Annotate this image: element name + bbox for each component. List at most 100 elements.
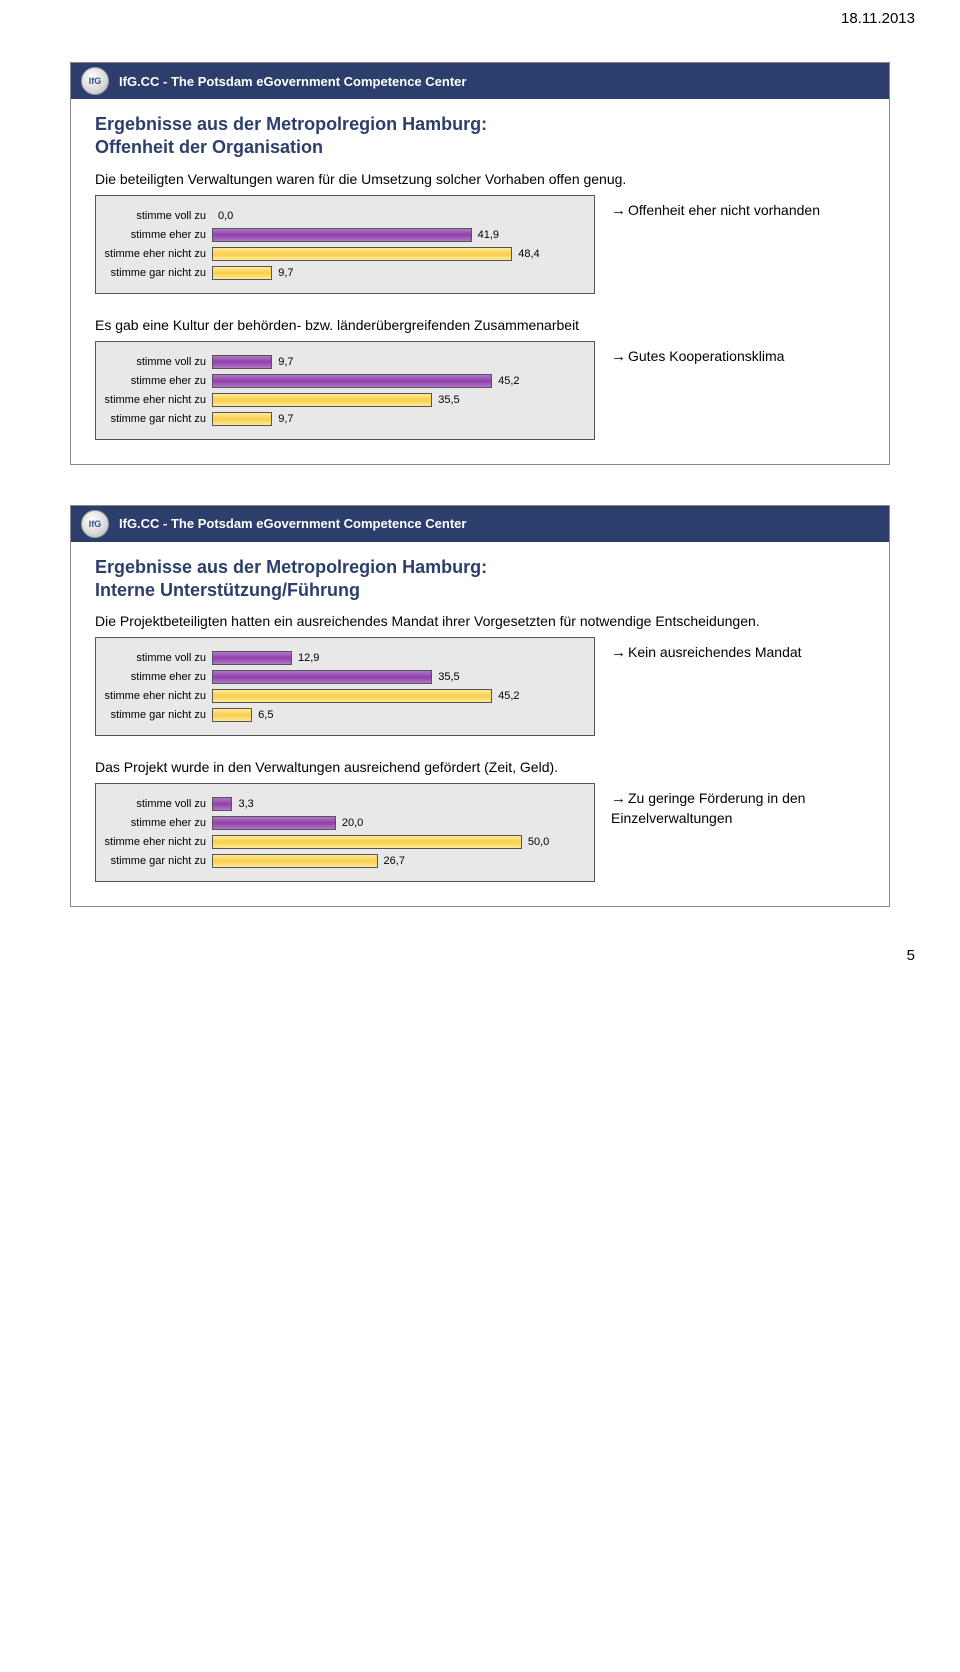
chart-row-2: stimme voll zu 9,7 stimme eher zu45,2 stimm…	[95, 341, 865, 440]
annotation-text: Offenheit eher nicht vorhanden	[628, 202, 820, 218]
slide-header: IfG IfG.CC - The Potsdam eGovernment Com…	[71, 506, 889, 542]
bar-value: 26,7	[380, 854, 405, 868]
bar-chart: stimme voll zu3,3 stimme eher zu20,0 stimm…	[95, 783, 595, 882]
bar-track: 35,5	[212, 393, 584, 407]
title-line-1: Ergebnisse aus der Metropolregion Hambur…	[95, 557, 487, 577]
title-line-2: Interne Unterstützung/Führung	[95, 580, 360, 600]
bar-track: 26,7	[212, 854, 584, 868]
annotation-text: Gutes Kooperationsklima	[628, 348, 784, 364]
bar-row: stimme eher zu45,2	[102, 374, 584, 388]
bar-value: 35,5	[434, 393, 459, 407]
bar-value: 6,5	[254, 708, 273, 722]
chart-row-2: stimme voll zu3,3 stimme eher zu20,0 stimm…	[95, 783, 865, 882]
bar-label: stimme voll zu	[102, 798, 212, 810]
bar-row: stimme voll zu 9,7	[102, 355, 584, 369]
bar-row: stimme eher zu 41,9	[102, 228, 584, 242]
bar-row: stimme gar nicht zu9,7	[102, 266, 584, 280]
bar-label: stimme eher zu	[102, 671, 212, 683]
prompt-text-2: Das Projekt wurde in den Verwaltungen au…	[95, 758, 865, 777]
bar-label: stimme gar nicht zu	[102, 413, 212, 425]
logo-icon: IfG	[81, 510, 109, 538]
bar-row: stimme gar nicht zu 26,7	[102, 854, 584, 868]
annotation-2: →Zu geringe Förderung in den Einzelverwa…	[611, 783, 865, 828]
bar-track: 35,5	[212, 670, 584, 684]
bar-fill	[212, 670, 432, 684]
bar-value: 50,0	[524, 835, 549, 849]
bar-value: 20,0	[338, 816, 363, 830]
bar-track: 48,4	[212, 247, 584, 261]
bar-fill	[212, 412, 272, 426]
bar-label: stimme eher nicht zu	[102, 248, 212, 260]
bar-track: 20,0	[212, 816, 584, 830]
bar-fill	[212, 651, 292, 665]
bar-fill	[212, 797, 232, 811]
title-line-2: Offenheit der Organisation	[95, 137, 323, 157]
annotation-text: Zu geringe Förderung in den Einzelverwal…	[611, 790, 805, 826]
annotation-1: →Kein ausreichendes Mandat	[611, 637, 802, 663]
bar-fill	[212, 393, 432, 407]
bar-track: 6,5	[212, 708, 584, 722]
prompt-text-1: Die Projektbeteiligten hatten ein ausrei…	[95, 612, 865, 631]
bar-fill	[212, 355, 272, 369]
annotation-1: →Offenheit eher nicht vorhanden	[611, 195, 820, 221]
sub-section: Es gab eine Kultur der behörden- bzw. lä…	[95, 316, 865, 440]
bar-value: 0,0	[214, 209, 233, 223]
arrow-icon: →	[611, 202, 626, 219]
bar-label: stimme eher zu	[102, 229, 212, 241]
bar-track: 45,2	[212, 689, 584, 703]
bar-label: stimme eher nicht zu	[102, 394, 212, 406]
bar-chart: stimme voll zu 9,7 stimme eher zu45,2 stimm…	[95, 341, 595, 440]
bar-value: 9,7	[274, 355, 293, 369]
chart-row-1: stimme voll zu0,0stimme eher zu41,9stimm…	[95, 195, 865, 294]
bar-label: stimme gar nicht zu	[102, 709, 212, 721]
bar-row: stimme eher zu20,0	[102, 816, 584, 830]
bar-track: 9,7	[212, 412, 584, 426]
slide-header: IfG IfG.CC - The Potsdam eGovernment Com…	[71, 63, 889, 99]
bar-value: 41,9	[474, 228, 499, 242]
slide-body: Ergebnisse aus der Metropolregion Hambur…	[71, 542, 889, 907]
bar-value: 12,9	[294, 651, 319, 665]
bar-value: 45,2	[494, 689, 519, 703]
bar-row: stimme eher zu35,5	[102, 670, 584, 684]
bar-value: 45,2	[494, 374, 519, 388]
bar-value: 48,4	[514, 247, 539, 261]
bar-row: stimme voll zu3,3	[102, 797, 584, 811]
bar-fill	[212, 689, 492, 703]
bar-track: 50,0	[212, 835, 584, 849]
slide-title: Ergebnisse aus der Metropolregion Hambur…	[95, 556, 865, 603]
bar-value: 9,7	[274, 412, 293, 426]
bar-track: 45,2	[212, 374, 584, 388]
bar-track: 0,0	[212, 209, 584, 223]
header-text: IfG.CC - The Potsdam eGovernment Compete…	[119, 516, 466, 531]
page-number: 5	[0, 947, 960, 984]
bar-chart: stimme voll zu12,9stimme eher zu35,5stim…	[95, 637, 595, 736]
chart-row-1: stimme voll zu12,9stimme eher zu35,5stim…	[95, 637, 865, 736]
bar-row: stimme eher nicht zu 45,2	[102, 689, 584, 703]
bar-label: stimme eher nicht zu	[102, 690, 212, 702]
bar-fill	[212, 228, 472, 242]
arrow-icon: →	[611, 348, 626, 365]
bar-label: stimme gar nicht zu	[102, 855, 212, 867]
bar-label: stimme voll zu	[102, 356, 212, 368]
bar-track: 41,9	[212, 228, 584, 242]
arrow-icon: →	[611, 644, 626, 661]
prompt-text-2: Es gab eine Kultur der behörden- bzw. lä…	[95, 316, 865, 335]
bar-value: 9,7	[274, 266, 293, 280]
annotation-text: Kein ausreichendes Mandat	[628, 644, 802, 660]
bar-track: 3,3	[212, 797, 584, 811]
sub-section: Das Projekt wurde in den Verwaltungen au…	[95, 758, 865, 882]
bar-row: stimme eher nicht zu 48,4	[102, 247, 584, 261]
bar-fill	[212, 708, 252, 722]
bar-chart: stimme voll zu0,0stimme eher zu41,9stimm…	[95, 195, 595, 294]
title-line-1: Ergebnisse aus der Metropolregion Hambur…	[95, 114, 487, 134]
slide-body: Ergebnisse aus der Metropolregion Hambur…	[71, 99, 889, 464]
bar-track: 9,7	[212, 355, 584, 369]
bar-row: stimme gar nicht zu 6,5	[102, 708, 584, 722]
slide-1: IfG IfG.CC - The Potsdam eGovernment Com…	[70, 62, 890, 465]
bar-label: stimme voll zu	[102, 652, 212, 664]
slide-2: IfG IfG.CC - The Potsdam eGovernment Com…	[70, 505, 890, 908]
bar-fill	[212, 247, 512, 261]
bar-track: 12,9	[212, 651, 584, 665]
bar-row: stimme eher nicht zu 35,5	[102, 393, 584, 407]
bar-fill	[212, 835, 522, 849]
